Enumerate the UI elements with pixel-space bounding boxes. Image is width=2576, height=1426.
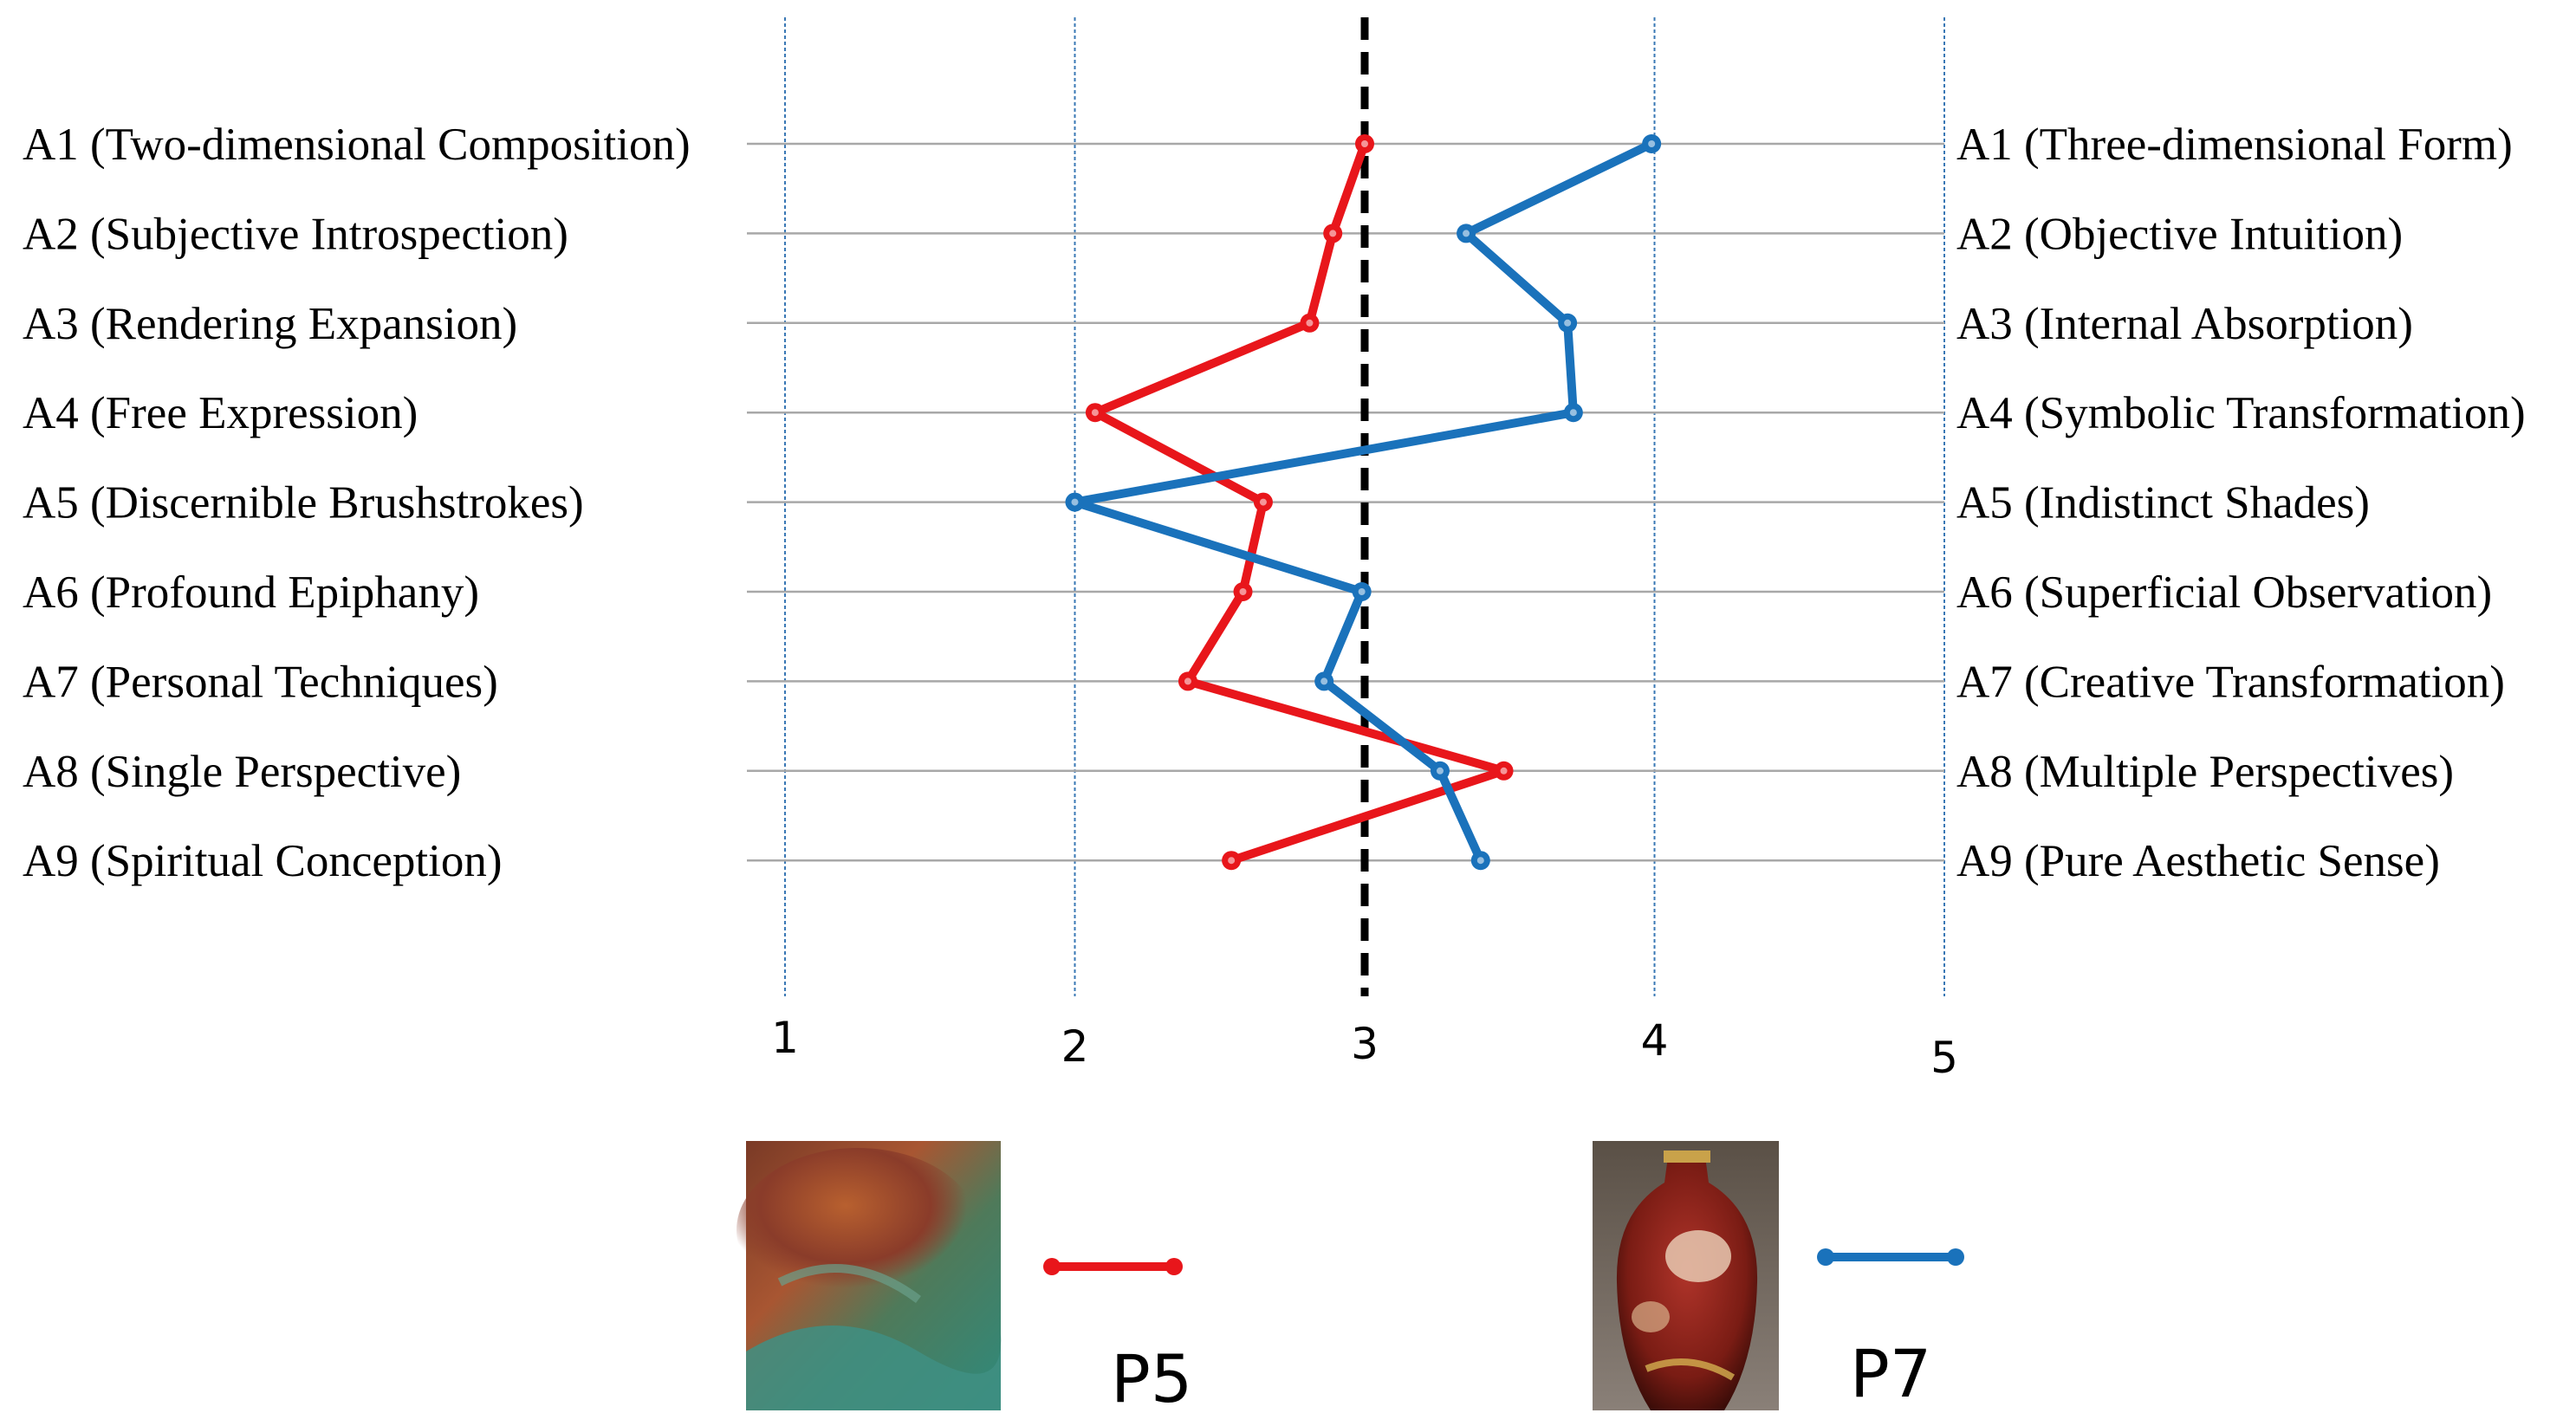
data-point-highlight [1564, 319, 1572, 327]
data-point-highlight [1436, 767, 1444, 775]
data-point-highlight [1091, 409, 1099, 417]
legend-p7-marker [1817, 1248, 1834, 1266]
left-attribute-label: A8 (Single Perspective) [23, 747, 461, 797]
right-attribute-label: A2 (Objective Intuition) [1956, 209, 2403, 259]
left-attribute-label: A4 (Free Expression) [23, 388, 418, 438]
right-attribute-label: A3 (Internal Absorption) [1956, 299, 2413, 349]
right-attribute-label: A8 (Multiple Perspectives) [1956, 747, 2454, 797]
ticks-layer: 1 2 3 4 5 [771, 1013, 1958, 1083]
left-attribute-label: A3 (Rendering Expansion) [23, 299, 517, 349]
left-attribute-label: A6 (Profound Epiphany) [23, 567, 479, 618]
left-attribute-label: A1 (Two-dimensional Composition) [23, 120, 691, 170]
right-attribute-label: A9 (Pure Aesthetic Sense) [1956, 836, 2440, 886]
x-tick-label: 2 [1061, 1021, 1089, 1072]
right-attribute-label: A1 (Three-dimensional Form) [1956, 120, 2513, 170]
left-attribute-label: A9 (Spiritual Conception) [23, 836, 502, 886]
right-attribute-label: A6 (Superficial Observation) [1956, 567, 2492, 618]
data-point-highlight [1239, 588, 1247, 595]
labels-layer: A1 (Two-dimensional Composition) A1 (Thre… [23, 120, 2526, 886]
left-attribute-label: A5 (Discernible Brushstrokes) [23, 478, 584, 528]
data-point-highlight [1476, 857, 1484, 865]
data-point-highlight [1569, 409, 1577, 417]
left-attribute-label: A7 (Personal Techniques) [23, 657, 498, 707]
right-attribute-label: A5 (Indistinct Shades) [1956, 478, 2370, 528]
p7-thumbnail-image [1593, 1141, 1779, 1410]
data-point-highlight [1500, 767, 1508, 775]
data-point-highlight [1259, 498, 1267, 506]
data-point-highlight [1361, 140, 1368, 147]
p5-thumbnail-image [736, 1141, 1002, 1410]
data-point-highlight [1320, 677, 1328, 685]
legend-p5-marker [1043, 1258, 1061, 1275]
left-attribute-label: A2 (Subjective Introspection) [23, 209, 568, 259]
data-point-highlight [1358, 588, 1366, 595]
right-attribute-label: A4 (Symbolic Transformation) [1956, 388, 2526, 438]
legend-p5-marker [1165, 1258, 1183, 1275]
data-point-highlight [1228, 857, 1236, 865]
legend-p5-label: P5 [1111, 1340, 1192, 1417]
data-point-highlight [1463, 230, 1470, 237]
right-attribute-label: A7 (Creative Transformation) [1956, 657, 2505, 707]
data-point-highlight [1648, 140, 1656, 147]
x-tick-label: 1 [771, 1013, 799, 1063]
legend: P5 P7 [736, 1141, 1964, 1417]
data-point-highlight [1184, 677, 1191, 685]
data-point-highlight [1306, 319, 1314, 327]
legend-p7-label: P7 [1850, 1335, 1931, 1412]
x-tick-label: 4 [1641, 1015, 1669, 1066]
x-tick-label: 3 [1351, 1019, 1379, 1069]
legend-p7-marker [1947, 1248, 1964, 1266]
series-layer [1065, 134, 1662, 871]
grid [747, 17, 1945, 996]
data-point-highlight [1329, 230, 1337, 237]
x-tick-label: 5 [1930, 1033, 1958, 1083]
data-point-highlight [1071, 498, 1079, 506]
